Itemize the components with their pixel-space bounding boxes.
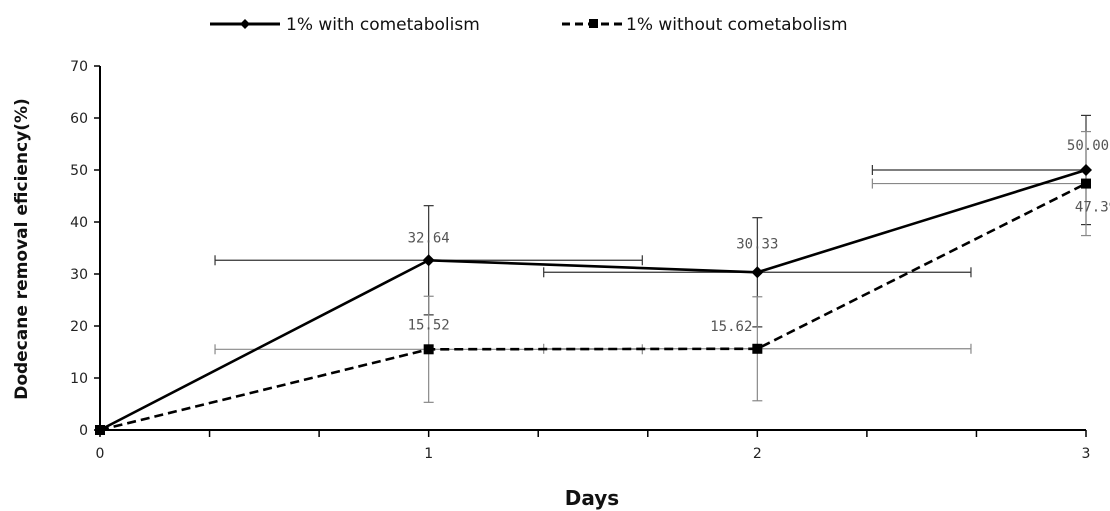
- data-point-series-1: [1080, 164, 1092, 176]
- legend-marker-series-2: [589, 19, 598, 28]
- y-tick-label: 70: [70, 59, 88, 75]
- x-tick-label: 2: [753, 446, 762, 462]
- data-point-series-2: [423, 344, 434, 355]
- y-tick-label: 60: [70, 111, 88, 127]
- legend-label-series-2: 1% without cometabolism: [626, 15, 848, 35]
- series-line-2: [99, 182, 1087, 432]
- data-label-series-1: 50.00: [1067, 138, 1109, 154]
- y-axis-title: Dodecane removal eficiency(%): [12, 98, 32, 400]
- data-label-series-2: 47.39: [1075, 200, 1110, 216]
- y-tick-label: 40: [70, 215, 88, 231]
- data-labels: 32.64 30.33 50.00 15.52 15.62 47.39: [408, 138, 1110, 335]
- data-point-series-2: [752, 343, 763, 354]
- series-lines: [99, 168, 1087, 432]
- data-label-series-1: 32.64: [408, 230, 450, 246]
- data-point-series-2: [95, 425, 105, 435]
- data-point-series-1: [751, 266, 764, 279]
- x-axis-title: Days: [565, 486, 619, 510]
- data-label-series-2: 15.52: [408, 317, 450, 333]
- ticks: 0 10 20 30 40 50 60 70 0 1 2 3: [70, 59, 1090, 462]
- y-tick-label: 10: [70, 371, 88, 387]
- error-bars: [214, 114, 1091, 403]
- y-tick-label: 50: [70, 163, 88, 179]
- y-tick-label: 30: [70, 267, 88, 283]
- x-tick-label: 1: [424, 446, 433, 462]
- axes: [99, 66, 1086, 431]
- data-point-series-1: [422, 254, 435, 267]
- data-label-series-1: 30.33: [736, 236, 778, 252]
- series-line-1: [99, 168, 1087, 432]
- x-tick-label: 0: [96, 446, 105, 462]
- legend-marker-series-1: [240, 19, 250, 29]
- series-markers: [94, 164, 1092, 436]
- y-tick-label: 20: [70, 319, 88, 335]
- x-tick-label: 3: [1082, 446, 1091, 462]
- y-tick-label: 0: [79, 423, 88, 439]
- legend-label-series-1: 1% with cometabolism: [286, 15, 480, 35]
- data-point-series-2: [1081, 178, 1091, 189]
- legend: 1% with cometabolism 1% without cometabo…: [210, 15, 848, 35]
- data-label-series-2: 15.62: [710, 319, 752, 335]
